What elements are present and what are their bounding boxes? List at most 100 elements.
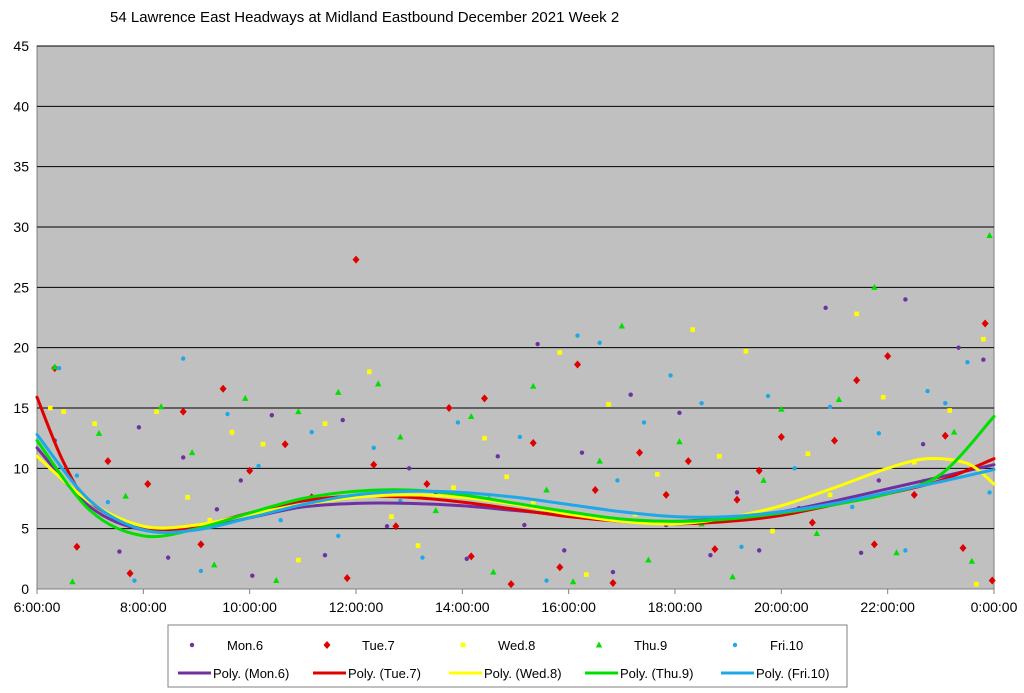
- y-tick-label: 5: [21, 521, 29, 537]
- data-point: [792, 466, 797, 471]
- data-point: [808, 518, 816, 527]
- data-point: [246, 466, 254, 475]
- data-point: [273, 577, 280, 584]
- data-point: [831, 436, 838, 445]
- data-point: [813, 529, 820, 536]
- data-point: [467, 412, 475, 419]
- data-point: [618, 322, 626, 329]
- data-point: [56, 365, 62, 371]
- data-point: [823, 305, 828, 311]
- data-point: [51, 363, 58, 370]
- y-tick-label: 25: [13, 279, 29, 295]
- legend-label: Fri.10: [770, 638, 803, 653]
- data-point: [423, 480, 431, 489]
- data-point: [132, 578, 137, 583]
- x-tick-label: 12:00:00: [329, 599, 384, 615]
- data-point: [699, 400, 704, 406]
- data-point: [858, 550, 864, 555]
- data-point: [397, 433, 404, 440]
- data-point: [179, 407, 187, 416]
- data-point: [389, 514, 394, 519]
- data-point: [165, 555, 171, 560]
- x-tick-label: 22:00:00: [860, 599, 915, 615]
- data-point: [981, 319, 989, 328]
- data-point: [61, 409, 66, 414]
- legend-label: Poly. (Thu.9): [620, 666, 693, 681]
- data-point: [229, 429, 235, 435]
- series-thu-9: [51, 231, 993, 585]
- trendline-poly-fri-10: [35, 433, 996, 535]
- y-tick-label: 30: [13, 219, 29, 235]
- legend-item: Poly. (Fri.10): [721, 666, 829, 681]
- data-point: [340, 417, 345, 423]
- x-tick-label: 14:00:00: [435, 599, 490, 615]
- data-point: [504, 474, 509, 480]
- data-point: [451, 485, 456, 490]
- legend-label: Poly. (Fri.10): [756, 666, 829, 681]
- data-point: [104, 457, 112, 466]
- data-point: [543, 486, 550, 493]
- legend-marker: [189, 642, 195, 648]
- data-point: [198, 568, 204, 574]
- data-point: [281, 440, 289, 449]
- trendline-poly-wed-8: [35, 454, 996, 530]
- data-point: [760, 476, 767, 483]
- data-point: [743, 348, 749, 354]
- data-point: [336, 533, 341, 539]
- data-point: [74, 473, 80, 478]
- data-point: [269, 413, 275, 418]
- trendlines: [35, 395, 996, 539]
- data-point: [777, 432, 785, 441]
- data-point: [556, 563, 564, 572]
- legend-item: Thu.9: [595, 638, 667, 653]
- data-point: [544, 578, 549, 583]
- data-point: [517, 434, 523, 440]
- data-point: [225, 411, 230, 417]
- data-point: [876, 478, 882, 483]
- data-point: [870, 540, 878, 549]
- legend-item: Wed.8: [460, 638, 535, 653]
- x-tick-label: 16:00:00: [541, 599, 596, 615]
- data-point: [467, 552, 475, 561]
- data-point: [676, 438, 683, 445]
- data-point: [455, 420, 461, 425]
- legend-item: Poly. (Tue.7): [313, 666, 421, 681]
- data-point: [432, 507, 439, 514]
- data-point: [219, 384, 227, 393]
- data-point: [950, 428, 958, 435]
- legend-item: Poly. (Mon.6): [178, 666, 289, 681]
- legend-label: Poly. (Tue.7): [348, 666, 421, 681]
- data-point: [739, 544, 744, 549]
- data-point: [941, 431, 949, 440]
- data-point: [981, 336, 986, 342]
- data-point: [988, 576, 996, 585]
- legend-item: Poly. (Wed.8): [449, 666, 562, 681]
- y-tick-label: 40: [13, 98, 29, 114]
- data-point: [591, 486, 599, 495]
- data-point: [574, 360, 582, 369]
- x-tick-label: 0:00:00: [971, 599, 1018, 615]
- legend-marker: [595, 641, 603, 648]
- data-point: [343, 574, 351, 583]
- data-point: [464, 556, 469, 562]
- data-point: [185, 494, 190, 500]
- data-point: [482, 435, 487, 441]
- data-point: [256, 463, 261, 469]
- data-point: [606, 402, 611, 407]
- data-point: [876, 431, 882, 436]
- legend-item: Poly. (Thu.9): [585, 666, 693, 681]
- data-point: [384, 524, 390, 529]
- data-point: [211, 561, 218, 568]
- data-point: [370, 460, 378, 469]
- data-point: [188, 449, 196, 456]
- legend-marker: [460, 642, 466, 648]
- data-point: [374, 380, 382, 387]
- data-point: [105, 499, 111, 505]
- data-point: [371, 445, 376, 451]
- data-point: [322, 421, 328, 426]
- data-point: [535, 341, 540, 347]
- data-point: [47, 405, 53, 411]
- data-point: [569, 578, 577, 585]
- data-point: [615, 478, 620, 483]
- data-point: [584, 572, 589, 577]
